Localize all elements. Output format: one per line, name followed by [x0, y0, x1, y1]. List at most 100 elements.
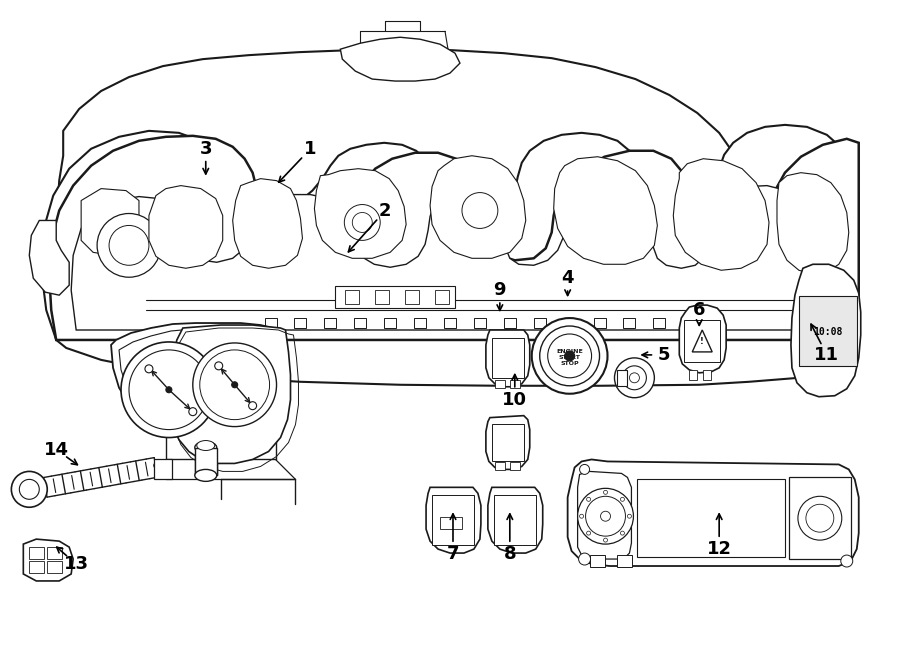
- Bar: [637, 479, 785, 557]
- Bar: [47, 547, 62, 559]
- Circle shape: [215, 362, 222, 370]
- Bar: [444, 318, 456, 328]
- Text: 2: 2: [379, 201, 392, 220]
- Circle shape: [121, 342, 217, 438]
- Circle shape: [579, 553, 590, 565]
- Text: STOP: STOP: [561, 361, 579, 366]
- Bar: [432, 495, 474, 545]
- Bar: [47, 561, 62, 573]
- Text: 13: 13: [64, 555, 89, 573]
- Text: 9: 9: [493, 281, 506, 299]
- Bar: [265, 318, 276, 328]
- Bar: [435, 290, 449, 304]
- Circle shape: [248, 402, 256, 410]
- Bar: [563, 318, 576, 328]
- Polygon shape: [314, 169, 406, 258]
- Text: ENGINE: ENGINE: [556, 350, 583, 354]
- Bar: [799, 296, 857, 366]
- Circle shape: [532, 318, 608, 394]
- Polygon shape: [777, 173, 849, 274]
- Text: !: !: [700, 338, 704, 346]
- Bar: [624, 318, 635, 328]
- Bar: [590, 555, 605, 567]
- Bar: [30, 561, 44, 573]
- Ellipse shape: [194, 442, 217, 453]
- Circle shape: [166, 387, 172, 393]
- Ellipse shape: [194, 469, 217, 481]
- Bar: [294, 318, 306, 328]
- Polygon shape: [148, 185, 222, 268]
- Bar: [492, 424, 524, 461]
- Circle shape: [193, 343, 276, 426]
- Bar: [495, 380, 505, 388]
- Bar: [703, 370, 711, 380]
- Bar: [346, 290, 359, 304]
- Text: START: START: [559, 355, 580, 360]
- Circle shape: [97, 214, 161, 277]
- Circle shape: [629, 373, 639, 383]
- Ellipse shape: [154, 461, 172, 471]
- Text: 12: 12: [706, 540, 732, 558]
- Ellipse shape: [197, 440, 215, 451]
- Circle shape: [231, 382, 238, 388]
- Polygon shape: [171, 325, 291, 463]
- Circle shape: [580, 465, 590, 475]
- Bar: [384, 318, 396, 328]
- Polygon shape: [568, 459, 859, 566]
- Polygon shape: [30, 220, 69, 295]
- Polygon shape: [554, 157, 657, 264]
- Bar: [440, 517, 462, 529]
- Bar: [336, 286, 455, 308]
- Bar: [789, 477, 850, 559]
- Polygon shape: [426, 487, 481, 553]
- Polygon shape: [50, 136, 859, 340]
- Circle shape: [345, 205, 380, 240]
- Text: 3: 3: [200, 140, 212, 158]
- Circle shape: [12, 471, 47, 507]
- Text: 5: 5: [658, 346, 670, 364]
- Text: 1: 1: [304, 140, 317, 158]
- Circle shape: [189, 408, 197, 416]
- Bar: [509, 463, 520, 471]
- Bar: [594, 318, 606, 328]
- Bar: [689, 370, 698, 380]
- Circle shape: [145, 365, 153, 373]
- Circle shape: [841, 555, 853, 567]
- Bar: [355, 318, 366, 328]
- Circle shape: [578, 489, 634, 544]
- Polygon shape: [111, 323, 281, 428]
- Polygon shape: [119, 329, 273, 422]
- Bar: [375, 290, 389, 304]
- Text: 4: 4: [562, 269, 574, 287]
- Bar: [414, 318, 426, 328]
- Circle shape: [600, 511, 610, 521]
- Bar: [154, 459, 172, 479]
- Bar: [617, 555, 633, 567]
- Circle shape: [615, 358, 654, 398]
- Bar: [194, 448, 217, 475]
- Polygon shape: [486, 330, 530, 387]
- Bar: [492, 338, 524, 378]
- Polygon shape: [340, 37, 460, 81]
- Polygon shape: [41, 125, 859, 386]
- Polygon shape: [71, 185, 811, 330]
- Polygon shape: [680, 305, 726, 373]
- Bar: [653, 318, 665, 328]
- Bar: [504, 318, 516, 328]
- Bar: [534, 318, 545, 328]
- Text: 14: 14: [44, 440, 68, 459]
- Bar: [474, 318, 486, 328]
- Polygon shape: [23, 539, 73, 581]
- Polygon shape: [673, 159, 769, 270]
- Bar: [324, 318, 337, 328]
- Bar: [495, 463, 505, 471]
- Text: 10: 10: [502, 391, 527, 408]
- Polygon shape: [791, 264, 860, 397]
- Text: 7: 7: [446, 545, 459, 563]
- Polygon shape: [488, 487, 543, 553]
- Circle shape: [462, 193, 498, 228]
- Polygon shape: [81, 189, 139, 256]
- Bar: [617, 370, 627, 386]
- Text: 6: 6: [693, 301, 706, 319]
- Polygon shape: [578, 471, 632, 559]
